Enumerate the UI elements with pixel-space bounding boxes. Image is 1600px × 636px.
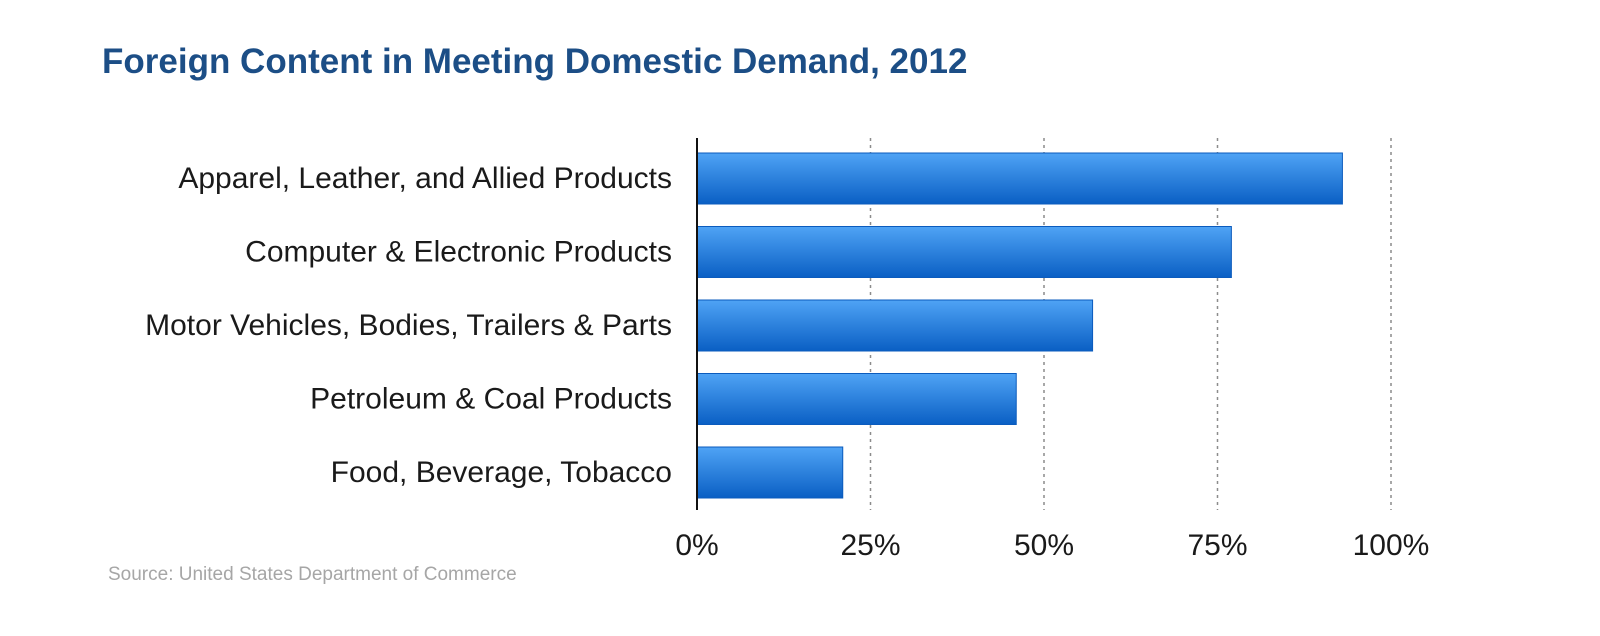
category-label: Computer & Electronic Products [245, 236, 672, 269]
x-tick-label: 50% [1014, 529, 1074, 562]
bars [696, 152, 1343, 499]
bar [696, 226, 1232, 278]
x-tick-label: 25% [840, 529, 900, 562]
category-labels: Apparel, Leather, and Allied Products Com… [145, 162, 672, 489]
grid-lines [869, 138, 1392, 510]
bar [696, 446, 844, 499]
x-tick-label: 75% [1187, 529, 1247, 562]
bar [696, 299, 1094, 352]
source-note: Source: United States Department of Comm… [108, 564, 517, 585]
x-tick-label: 100% [1353, 529, 1430, 562]
category-label: Motor Vehicles, Bodies, Trailers & Parts [145, 309, 672, 342]
bar [696, 373, 1017, 425]
bar [696, 152, 1343, 205]
category-label: Food, Beverage, Tobacco [331, 456, 672, 489]
category-label: Petroleum & Coal Products [310, 383, 672, 416]
chart-title: Foreign Content in Meeting Domestic Dema… [102, 42, 968, 81]
x-tick-labels: 0% 25% 50% 75% 100% [675, 529, 1429, 562]
category-label: Apparel, Leather, and Allied Products [178, 162, 672, 195]
x-tick-label: 0% [675, 529, 718, 562]
